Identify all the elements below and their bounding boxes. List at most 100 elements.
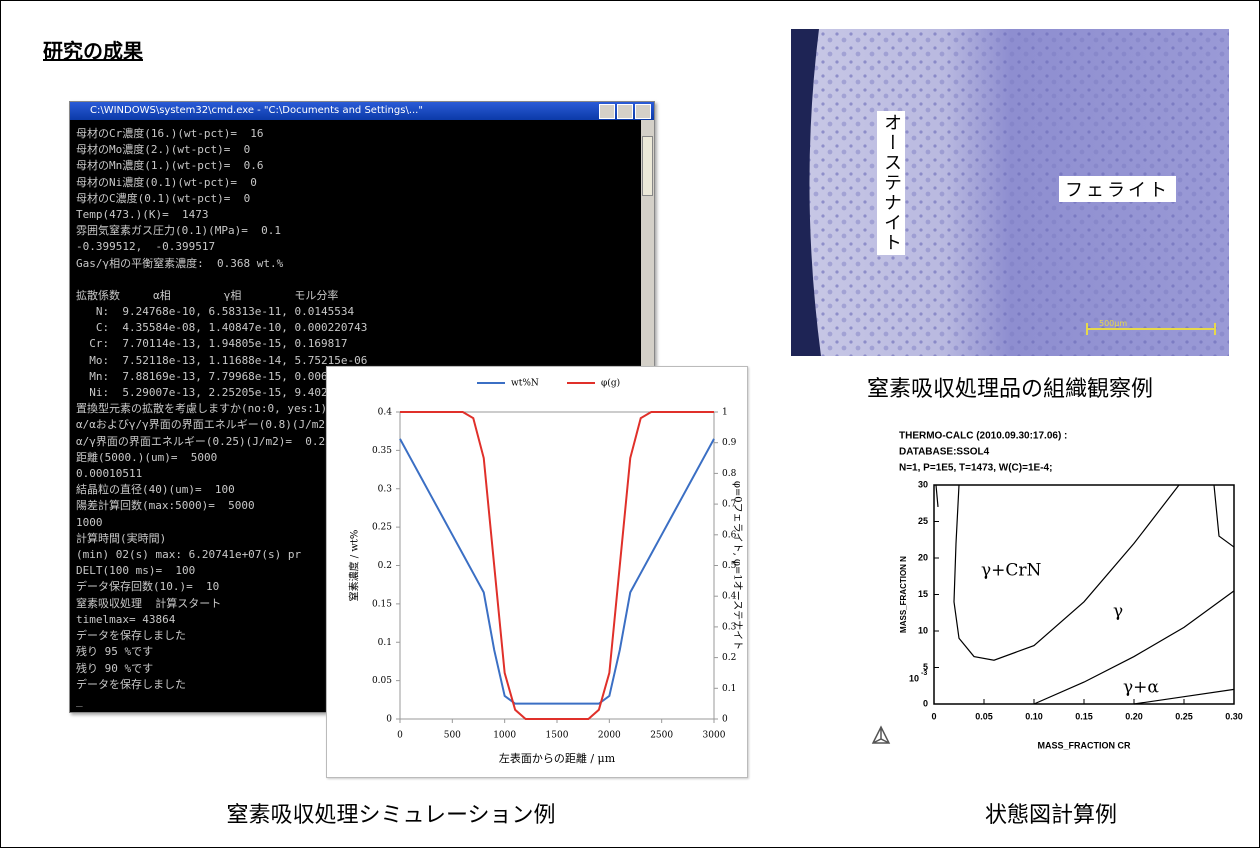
y-axis-label: MASS_FRACTION N <box>899 556 908 633</box>
page-title: 研究の成果 <box>43 39 143 63</box>
minimize <box>599 104 615 119</box>
region-label: γ <box>1113 602 1123 622</box>
diagram-header: THERMO-CALC (2010.09.30:17.06) : <box>899 431 1067 442</box>
console-line: 残り 90 %です <box>76 661 154 675</box>
plot-frame <box>933 484 1235 705</box>
y-tick-label: 0.15 <box>372 599 392 609</box>
console-line: 結晶粒の直径(40)(um)= 100 <box>76 483 235 497</box>
y-tick-label: 5 <box>923 662 928 672</box>
console-line: Mn: 7.88169e-13, 7.79968e-15, 0.0060271 <box>76 369 355 383</box>
console-line: 1000 <box>76 515 103 529</box>
phase-boundary <box>1033 590 1235 705</box>
y2-tick-label: 0.8 <box>722 469 737 479</box>
console-line: Mo: 7.52118e-13, 1.11688e-14, 5.75215e-0… <box>76 353 368 367</box>
x-tick-label: 500 <box>444 731 461 741</box>
diagram-header: N=1, P=1E5, T=1473, W(C)=1E-4; <box>899 463 1052 474</box>
console-line: 窒素吸収処理 計算スタート <box>76 596 222 610</box>
console-line: -0.399512, -0.399517 <box>76 240 216 254</box>
y-tick-label: 20 <box>918 552 928 562</box>
console-line: Cr: 7.70114e-13, 1.94805e-15, 0.169817 <box>76 337 348 351</box>
y-tick-label: 0 <box>923 698 928 708</box>
x-axis-label: 左表面からの距離 / μm <box>499 751 616 765</box>
x-tick-label: 0.25 <box>1175 711 1193 721</box>
maximize <box>617 104 633 119</box>
diagram-header: DATABASE:SSOL4 <box>899 447 990 458</box>
console-line: 陽差計算回数(max:5000)= 5000 <box>76 499 255 513</box>
window-buttons <box>599 104 651 119</box>
console-line: データ保存回数(10.)= 10 <box>76 580 220 594</box>
console-line: 母材のMn濃度(1.)(wt-pct)= 0.6 <box>76 159 264 173</box>
y-tick-label: 0.35 <box>372 446 392 456</box>
y2-tick-label: 0.9 <box>722 438 737 448</box>
console-line: N: 9.24768e-10, 6.58313e-11, 0.0145534 <box>76 305 355 319</box>
x-axis-label: MASS_FRACTION CR <box>1037 740 1131 750</box>
console-line: データを保存しました <box>76 677 186 691</box>
y-axis-label: 窒素濃度 / wt% <box>348 530 361 602</box>
x-tick-label: 0.10 <box>1025 711 1043 721</box>
x-tick-label: 0 <box>397 731 403 741</box>
console-line: 距離(5000.)(um)= 5000 <box>76 450 218 464</box>
x-tick-label: 0.15 <box>1075 711 1093 721</box>
console-line: 母材のC濃度(0.1)(wt-pct)= 0 <box>76 191 251 205</box>
plot-area <box>399 411 715 720</box>
phase-boundary <box>1133 688 1235 705</box>
x-tick-label: 2500 <box>650 731 673 741</box>
series-line <box>399 438 715 705</box>
legend-label: wt%N <box>511 379 539 389</box>
y-tick-label: 0 <box>386 715 392 725</box>
console-line: _ <box>76 693 83 707</box>
console-line: 拡散係数 α相 γ相 モル分率 <box>76 288 339 302</box>
austenite-label: オーステナイト <box>877 111 905 255</box>
x-tick-label: 0.20 <box>1125 711 1143 721</box>
console-line: DELT(100 ms)= 100 <box>76 564 196 578</box>
console-line: α/γ界面の界面エネルギー(0.25)(J/m2)= 0.25 <box>76 434 332 448</box>
y-tick-label: 0.1 <box>378 638 392 648</box>
y2-tick-label: 0.5 <box>722 561 737 571</box>
x-tick-label: 0.30 <box>1225 711 1243 721</box>
y-multiplier-exponent: -3 <box>921 670 927 677</box>
x-tick-label: 1000 <box>493 731 516 741</box>
ferrite-label: フェライト <box>1059 176 1176 202</box>
y-tick-label: 30 <box>918 479 928 489</box>
console-line: 置換型元素の拡散を考慮しますか(no:0, yes:1)= 0 <box>76 402 354 416</box>
console-line: 雰囲気窒素ガス圧力(0.1)(MPa)= 0.1 <box>76 224 281 238</box>
scroll-thumb <box>642 136 653 196</box>
micrograph-caption: 窒素吸収処理品の組織観察例 <box>866 377 1153 402</box>
phase-diagram: THERMO-CALC (2010.09.30:17.06) : DATABASE… <box>871 431 1243 750</box>
console-title: C:\WINDOWS\system32\cmd.exe - "C:\Docume… <box>70 102 654 120</box>
phase-boundary <box>1213 484 1235 548</box>
y2-tick-label: 0.6 <box>722 530 737 540</box>
y-multiplier: 10 <box>909 673 919 683</box>
console-line: Gas/γ相の平衡窒素濃度: 0.368 wt.% <box>76 256 284 270</box>
console-line: (min) 02(s) max: 6.20741e+07(s) pr <box>76 548 302 562</box>
scale-bar-label: 500μm <box>1099 319 1128 328</box>
y2-axis-label: φ=0フェライト, φ=1オーステナイト <box>732 481 744 650</box>
console-line: timelmax= 43864 <box>76 612 176 626</box>
region-label: γ+α <box>1123 678 1159 698</box>
console-output: 母材のCr濃度(16.)(wt-pct)= 16 母材のMo濃度(2.)(wt-p… <box>76 126 636 709</box>
y-tick-label: 0.4 <box>378 408 393 418</box>
phase-caption: 状態図計算例 <box>984 803 1117 828</box>
console-line: 母材のCr濃度(16.)(wt-pct)= 16 <box>76 127 264 140</box>
y2-tick-label: 0.3 <box>722 622 737 632</box>
simulation-caption: 窒素吸収処理シミュレーション例 <box>226 803 556 828</box>
console-line: 0.00010511 <box>76 467 143 481</box>
x-tick-label: 0 <box>931 711 936 721</box>
series-line <box>400 411 714 720</box>
console-line: 母材のNi濃度(0.1)(wt-pct)= 0 <box>76 175 257 189</box>
phase-boundary <box>953 484 1180 661</box>
y2-tick-label: 0 <box>722 715 728 725</box>
close <box>635 104 651 119</box>
console-line: Temp(473.)(K)= 1473 <box>76 208 209 222</box>
console-line: C: 4.35584e-08, 1.40847e-10, 0.000220743 <box>76 321 368 335</box>
y-tick-label: 15 <box>918 589 928 599</box>
y2-tick-label: 0.2 <box>722 653 736 663</box>
y-tick-label: 25 <box>918 516 928 526</box>
x-tick-label: 2000 <box>598 731 621 741</box>
y2-tick-label: 0.4 <box>722 592 737 602</box>
y2-tick-label: 0.7 <box>722 500 737 510</box>
x-tick-label: 1500 <box>546 731 569 741</box>
y2-tick-label: 0.1 <box>722 684 736 694</box>
y2-tick-label: 1 <box>722 408 728 418</box>
